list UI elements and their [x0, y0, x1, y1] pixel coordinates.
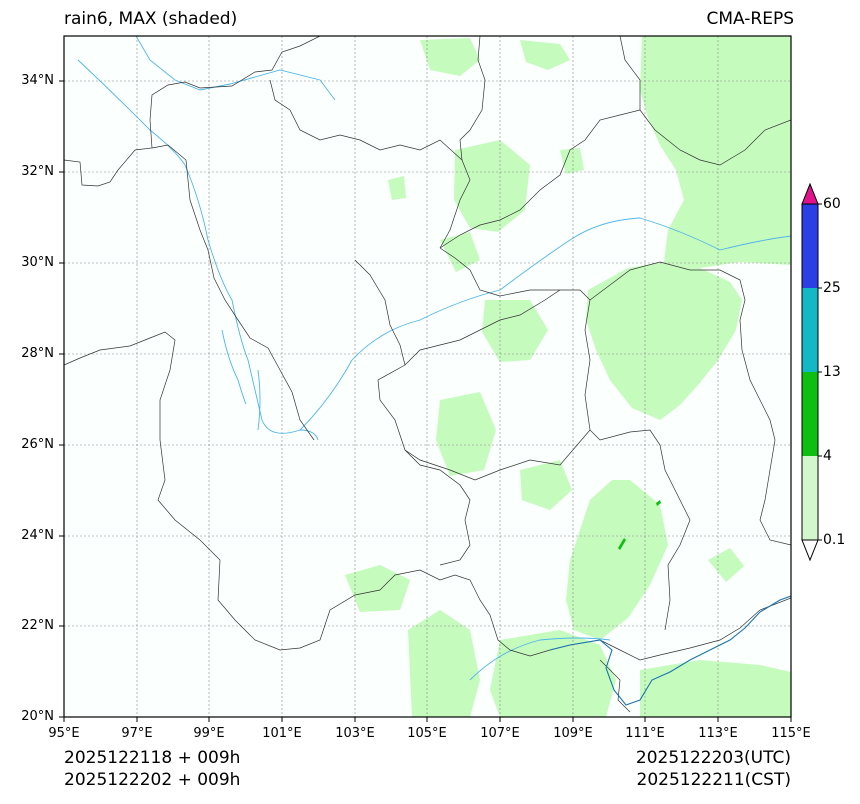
lon-label: 113°E	[698, 726, 738, 741]
border-gansu-shaanxi	[439, 36, 486, 249]
init-time-utc: 2025122118 + 009h	[64, 748, 241, 768]
lon-label: 95°E	[48, 726, 80, 741]
lat-label: 22°N	[21, 618, 54, 633]
river-lancang	[221, 329, 247, 405]
init-time-cst: 2025122202 + 009h	[64, 770, 241, 790]
border-sichuan-chongqing	[404, 289, 591, 366]
border-gansu-sichuan	[269, 79, 463, 161]
valid-time-cst: 2025122211(CST)	[636, 770, 791, 790]
river-pearl	[469, 637, 611, 681]
rain-moderate	[618, 500, 661, 550]
rain-area-north2	[520, 40, 570, 70]
rain-area-small2	[708, 548, 744, 582]
rain-area-gulf	[408, 610, 480, 717]
lat-label: 28°N	[21, 346, 54, 361]
lon-label: 97°E	[121, 726, 153, 741]
rain-area-guizhou	[436, 392, 496, 476]
coastline	[549, 595, 791, 706]
rain-streak-2	[656, 500, 661, 506]
rain-area-guangdong-west	[566, 480, 668, 640]
border-guizhou-guangxi	[404, 429, 591, 481]
rain-area-hunan	[586, 262, 742, 420]
border-tibet-sichuan	[151, 144, 315, 441]
colorbar-band-4-13	[802, 372, 818, 456]
colorbar-band-13-25	[802, 288, 818, 372]
river-nu	[257, 369, 261, 431]
border-shaanxi-hubei	[439, 109, 641, 249]
rain-area-northeast	[640, 36, 791, 268]
coastline-south-china	[549, 595, 791, 706]
lon-label: 109°E	[553, 726, 593, 741]
lon-label: 99°E	[193, 726, 225, 741]
lon-label: 105°E	[407, 726, 447, 741]
rain-area-coast	[490, 630, 616, 717]
lon-label: 111°E	[625, 726, 665, 741]
lon-label: 103°E	[335, 726, 375, 741]
colorbar-label: 25	[823, 280, 841, 296]
graticule	[64, 36, 791, 717]
border-chongqing-north	[439, 247, 560, 297]
lat-label: 32°N	[21, 164, 54, 179]
lat-label: 24°N	[21, 528, 54, 543]
rain-area-chongqing	[482, 300, 548, 362]
colorbar-band-0.1-4	[802, 456, 818, 540]
lat-label: 34°N	[21, 73, 54, 88]
lat-label: 30°N	[21, 255, 54, 270]
rain-area-north	[420, 38, 480, 76]
colorbar-label: 60	[823, 196, 841, 212]
rain-shading	[345, 36, 791, 717]
valid-time-utc: 2025122203(UTC)	[635, 748, 791, 768]
border-qinghai	[64, 36, 321, 187]
rain-area-southeast	[640, 660, 791, 717]
colorbar-label: 0.1	[823, 532, 846, 548]
rain-area-yunnan-south	[345, 565, 410, 612]
colorbar	[801, 182, 822, 562]
rain-area-small1	[440, 232, 480, 272]
border-china-south	[64, 331, 551, 657]
border-henan	[639, 109, 791, 166]
borders	[64, 36, 791, 713]
lon-label: 107°E	[480, 726, 520, 741]
rain-area-guangxi	[520, 460, 572, 510]
border-shanxi	[619, 36, 641, 110]
river-yangtze	[299, 217, 791, 431]
colorbar-label: 4	[823, 448, 832, 464]
colorbar-band-25-60	[802, 204, 818, 288]
plot-title-left: rain6, MAX (shaded)	[64, 9, 238, 29]
axis-ticks	[59, 80, 792, 722]
plot-title-right: CMA-REPS	[706, 9, 794, 29]
rain-area-small3	[388, 176, 406, 200]
border-jiangxi	[589, 261, 791, 546]
lat-label: 20°N	[21, 709, 54, 724]
colorbar-label: 13	[823, 364, 841, 380]
rain-streak-1	[618, 538, 626, 550]
lon-label: 115°E	[771, 726, 811, 741]
rain-area-shaanxi	[454, 140, 530, 232]
lat-label: 26°N	[21, 437, 54, 452]
rain-area-small4	[560, 148, 584, 174]
colorbar-extend-max	[801, 182, 819, 205]
border-hunan-guangdong	[584, 299, 691, 631]
lon-label: 101°E	[262, 726, 302, 741]
border-leizhou	[599, 659, 631, 713]
colorbar-extend-min	[801, 539, 819, 562]
border-yunnan-guizhou	[354, 259, 471, 566]
